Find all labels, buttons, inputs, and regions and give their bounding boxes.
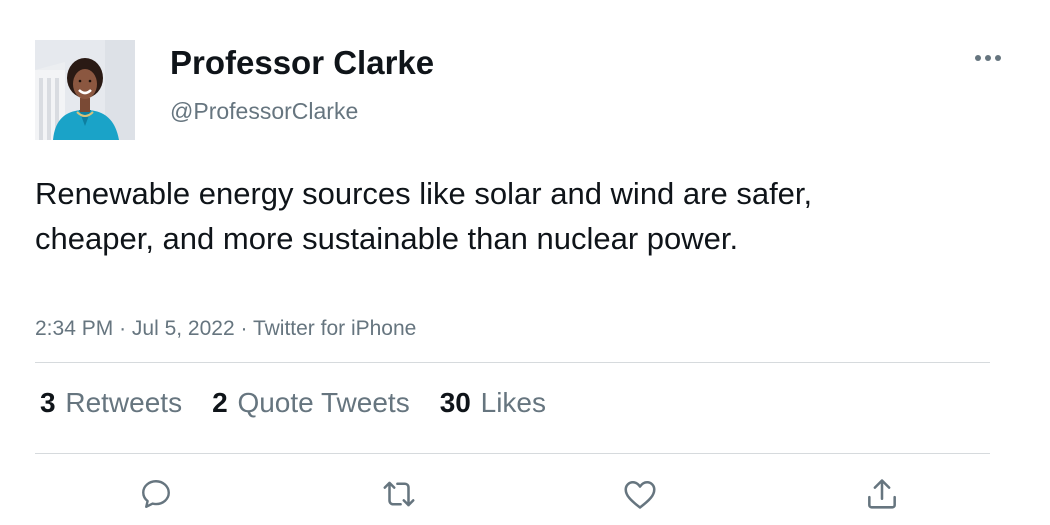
reply-icon (142, 480, 170, 508)
meta-separator: · (119, 317, 132, 340)
more-options-button[interactable] (966, 44, 1010, 72)
likes-count: 30 (439, 387, 471, 418)
share-icon (868, 479, 896, 509)
quote-tweets-label: Quote Tweets (237, 387, 410, 418)
tweet-stats: 3 Retweets 2 Quote Tweets 30 Likes (40, 387, 546, 419)
divider (35, 362, 990, 363)
retweet-icon (383, 481, 415, 507)
tweet-time[interactable]: 2:34 PM (35, 317, 114, 340)
tweet-source[interactable]: Twitter for iPhone (252, 317, 417, 340)
retweets-count: 3 (40, 387, 56, 418)
avatar[interactable] (35, 40, 135, 140)
user-handle[interactable]: @ProfessorClarke (170, 98, 359, 124)
tweet-meta: 2:34 PM · Jul 5, 2022 · Twitter for iPho… (35, 317, 416, 341)
avatar-photo-icon (35, 40, 135, 140)
display-name[interactable]: Professor Clarke (170, 44, 435, 81)
tweet-text: Renewable energy sources like solar and … (35, 176, 813, 256)
retweet-button[interactable] (379, 474, 419, 514)
likes-stat[interactable]: 30 Likes (440, 387, 546, 419)
retweets-stat[interactable]: 3 Retweets (40, 387, 182, 419)
like-button[interactable] (620, 474, 660, 514)
tweet-date[interactable]: Jul 5, 2022 (131, 317, 235, 340)
likes-label: Likes (480, 387, 547, 418)
divider (35, 453, 990, 454)
retweets-label: Retweets (65, 387, 183, 418)
like-icon (624, 481, 656, 509)
quote-tweets-stat[interactable]: 2 Quote Tweets (212, 387, 410, 419)
share-button[interactable] (862, 474, 902, 514)
more-dots-icon (975, 55, 1001, 61)
quote-tweets-count: 2 (212, 387, 228, 418)
meta-separator: · (240, 317, 253, 340)
reply-button[interactable] (136, 474, 176, 514)
